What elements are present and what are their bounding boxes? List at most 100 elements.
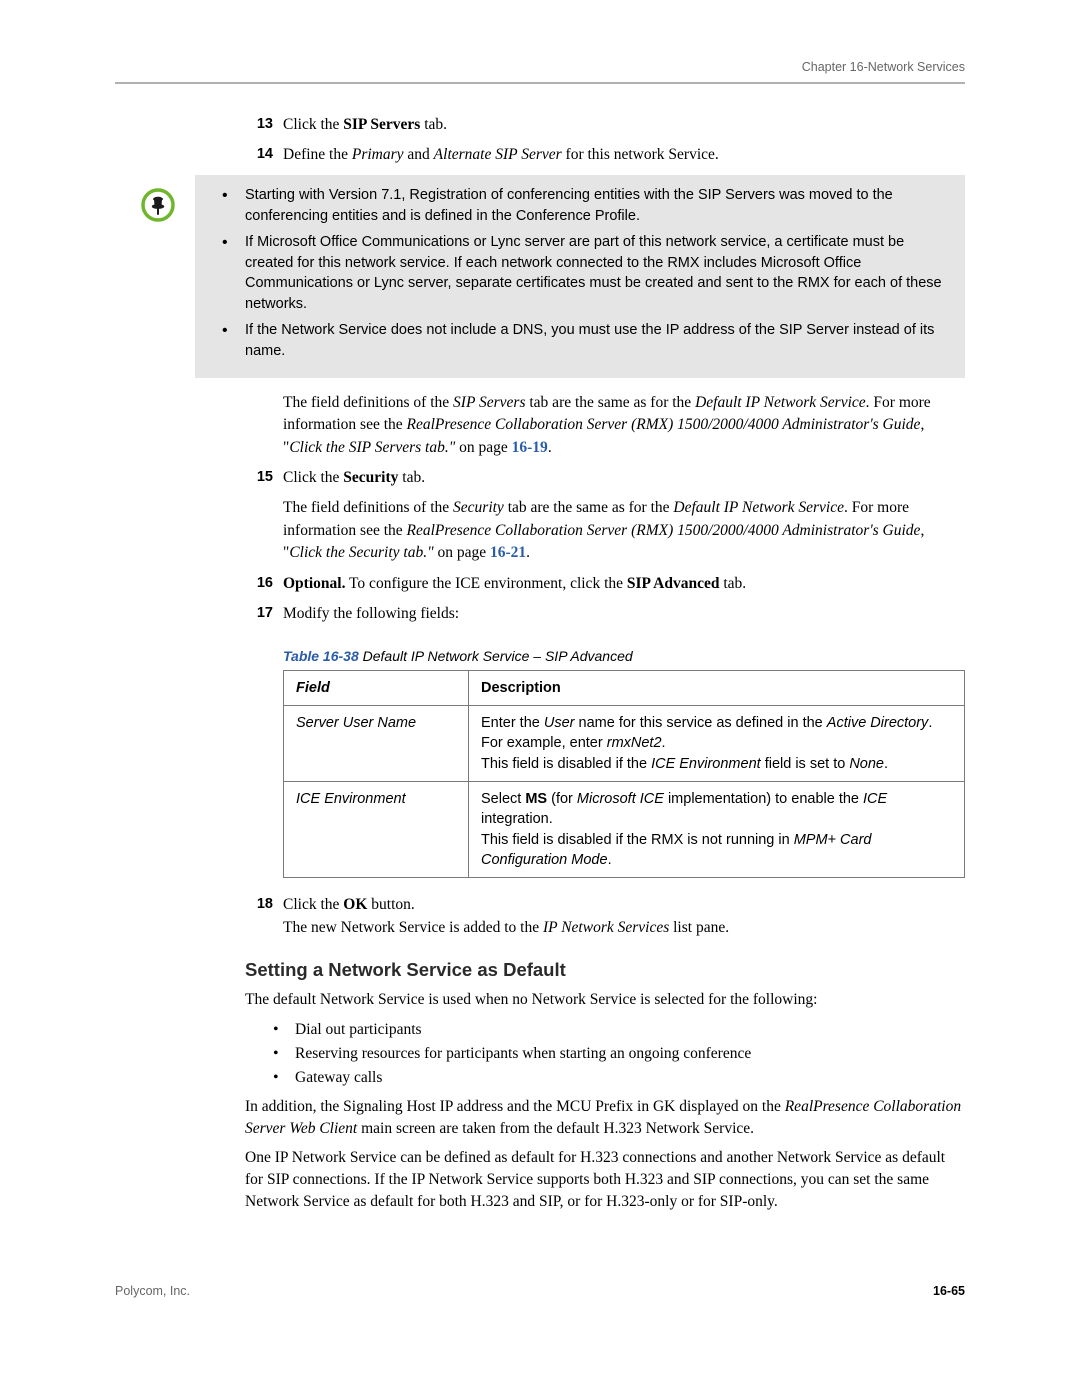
- text: Click the: [283, 469, 343, 486]
- text: and: [404, 146, 434, 163]
- text-italic: ICE Environment: [651, 756, 761, 772]
- page-header: Chapter 16-Network Services: [115, 60, 965, 74]
- text-italic: RealPresence Collaboration Server (RMX) …: [407, 416, 921, 433]
- text: button.: [367, 896, 414, 913]
- text: Enter the: [481, 715, 544, 731]
- text: Select: [481, 791, 525, 807]
- step-14: 14 Define the Primary and Alternate SIP …: [245, 144, 965, 166]
- table-header-row: Field Description: [284, 670, 965, 705]
- note-item: Starting with Version 7.1, Registration …: [240, 185, 950, 226]
- text-italic: ICE: [863, 791, 887, 807]
- text: The new Network Service is added to the: [283, 919, 543, 936]
- table-cell: Server User Name: [284, 706, 469, 782]
- bullet-list: Dial out participants Reserving resource…: [273, 1018, 965, 1090]
- text-italic: rmxNet2: [607, 735, 662, 751]
- section-heading: Setting a Network Service as Default: [245, 959, 965, 981]
- text-italic: User: [544, 715, 575, 731]
- text: .: [548, 439, 552, 456]
- text: tab.: [719, 575, 746, 592]
- text-italic: Click the SIP Servers tab.": [289, 439, 455, 456]
- page-footer: Polycom, Inc. 16-65: [115, 1284, 965, 1298]
- text-italic: Microsoft ICE: [577, 791, 664, 807]
- table-cell: Enter the User name for this service as …: [469, 706, 965, 782]
- text: .: [884, 756, 888, 772]
- text: tab are the same as for the: [504, 499, 674, 516]
- step-number: 18: [245, 894, 273, 939]
- text-bold: Optional.: [283, 575, 345, 592]
- text: Click the: [283, 896, 343, 913]
- text-italic: Click the Security tab.": [289, 544, 433, 561]
- header-divider: [115, 82, 965, 84]
- table-caption: Table 16-38 Default IP Network Service –…: [283, 648, 965, 664]
- text-italic: Default IP Network Service: [695, 394, 866, 411]
- text: tab.: [420, 116, 447, 133]
- text: name for this service as defined in the: [575, 715, 827, 731]
- step-15: 15 Click the Security tab.: [245, 467, 965, 489]
- text: In addition, the Signaling Host IP addre…: [245, 1098, 785, 1115]
- text-italic: Primary: [352, 146, 404, 163]
- text-bold: Security: [343, 469, 398, 486]
- paragraph: In addition, the Signaling Host IP addre…: [245, 1096, 965, 1141]
- table-title: Default IP Network Service – SIP Advance…: [359, 648, 633, 664]
- note-item: If the Network Service does not include …: [240, 320, 950, 361]
- pushpin-icon: [140, 187, 180, 368]
- text: integration.: [481, 811, 553, 827]
- text: field is set to: [761, 756, 850, 772]
- text: This field is disabled if the RMX is not…: [481, 832, 794, 848]
- step-13: 13 Click the SIP Servers tab.: [245, 114, 965, 136]
- step-17: 17 Modify the following fields:: [245, 603, 965, 625]
- text: This field is disabled if the: [481, 756, 651, 772]
- text-bold: MS: [525, 791, 547, 807]
- step-16: 16 Optional. To configure the ICE enviro…: [245, 573, 965, 595]
- text: .: [526, 544, 530, 561]
- page-ref-link[interactable]: 16-21: [490, 544, 526, 561]
- text: tab are the same as for the: [526, 394, 696, 411]
- step-number: 15: [245, 467, 273, 489]
- text: list pane.: [669, 919, 729, 936]
- note-callout: Starting with Version 7.1, Registration …: [195, 175, 965, 378]
- page-ref-link[interactable]: 16-19: [512, 439, 548, 456]
- text-italic: Default IP Network Service: [673, 499, 844, 516]
- table-header: Field: [284, 670, 469, 705]
- text: To configure the ICE environment, click …: [345, 575, 626, 592]
- step-text: Click the Security tab.: [283, 467, 965, 489]
- text-italic: Alternate SIP Server: [434, 146, 562, 163]
- footer-company: Polycom, Inc.: [115, 1284, 190, 1298]
- text-bold: SIP Advanced: [627, 575, 720, 592]
- text-italic: IP Network Services: [543, 919, 669, 936]
- text: The field definitions of the: [283, 499, 453, 516]
- text: .: [662, 735, 666, 751]
- table-cell: Select MS (for Microsoft ICE implementat…: [469, 781, 965, 877]
- step-number: 17: [245, 603, 273, 625]
- step-text: Modify the following fields:: [283, 603, 965, 625]
- text: Define the: [283, 146, 352, 163]
- list-item: Dial out participants: [273, 1018, 965, 1042]
- text: on page: [434, 544, 490, 561]
- text-italic: SIP Servers: [453, 394, 525, 411]
- step-number: 16: [245, 573, 273, 595]
- note-list: Starting with Version 7.1, Registration …: [205, 185, 950, 368]
- text: (for: [547, 791, 577, 807]
- list-item: Gateway calls: [273, 1066, 965, 1090]
- text: The field definitions of the: [283, 394, 453, 411]
- step-number: 13: [245, 114, 273, 136]
- text: .: [608, 852, 612, 868]
- main-content: 13 Click the SIP Servers tab. 14 Define …: [245, 114, 965, 1214]
- text-italic: Active Directory: [827, 715, 929, 731]
- table-cell: ICE Environment: [284, 781, 469, 877]
- list-item: Reserving resources for participants whe…: [273, 1042, 965, 1066]
- step-text: Define the Primary and Alternate SIP Ser…: [283, 144, 965, 166]
- step-text: Click the OK button. The new Network Ser…: [283, 894, 965, 939]
- step-text: Click the SIP Servers tab.: [283, 114, 965, 136]
- paragraph: The field definitions of the Security ta…: [283, 497, 965, 564]
- text: implementation) to enable the: [664, 791, 863, 807]
- text-bold: SIP Servers: [343, 116, 420, 133]
- text: on page: [455, 439, 511, 456]
- paragraph: One IP Network Service can be defined as…: [245, 1147, 965, 1214]
- text-italic: None: [849, 756, 884, 772]
- step-18: 18 Click the OK button. The new Network …: [245, 894, 965, 939]
- table-number: Table 16-38: [283, 648, 359, 664]
- text-italic: RealPresence Collaboration Server (RMX) …: [407, 522, 921, 539]
- step-number: 14: [245, 144, 273, 166]
- table-row: ICE Environment Select MS (for Microsoft…: [284, 781, 965, 877]
